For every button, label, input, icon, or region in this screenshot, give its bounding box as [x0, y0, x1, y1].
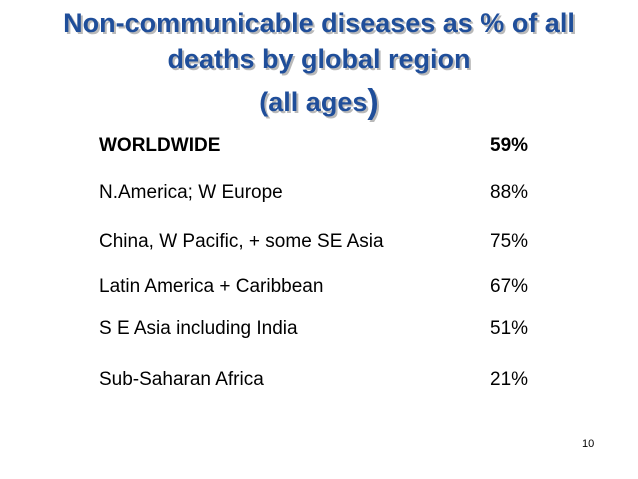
row-label: Sub-Saharan Africa	[99, 369, 264, 390]
row-label: Latin America + Caribbean	[99, 276, 324, 297]
row-value: 67%	[490, 276, 529, 297]
row-label: S E Asia including India	[99, 318, 298, 339]
table-row: Latin America + Caribbean 67%	[0, 274, 638, 300]
slide-title-closing-paren: )	[367, 83, 379, 121]
row-label: WORLDWIDE	[99, 135, 221, 156]
table-row-worldwide: WORLDWIDE 59%	[0, 133, 638, 159]
table-row: N.America; W Europe 88%	[0, 180, 638, 206]
row-value: 21%	[490, 369, 529, 390]
table-row: S E Asia including India 51%	[0, 316, 638, 342]
table-row: China, W Pacific, + some SE Asia 75%	[0, 229, 638, 255]
row-value: 51%	[490, 318, 529, 339]
row-label: China, W Pacific, + some SE Asia	[99, 231, 384, 252]
row-label: N.America; W Europe	[99, 182, 283, 203]
slide-title-line-1: Non-communicable diseases as % of all	[63, 8, 575, 38]
slide-title-line-3-text: (all ages	[259, 87, 368, 117]
page-number: 10	[582, 438, 595, 450]
row-value: 59%	[490, 135, 529, 156]
row-value: 75%	[490, 231, 529, 252]
slide-title-line-3: (all ages)	[0, 85, 638, 119]
slide-title-line-2: deaths by global region	[167, 44, 471, 74]
row-value: 88%	[490, 182, 529, 203]
table-row: Sub-Saharan Africa 21%	[0, 367, 638, 393]
